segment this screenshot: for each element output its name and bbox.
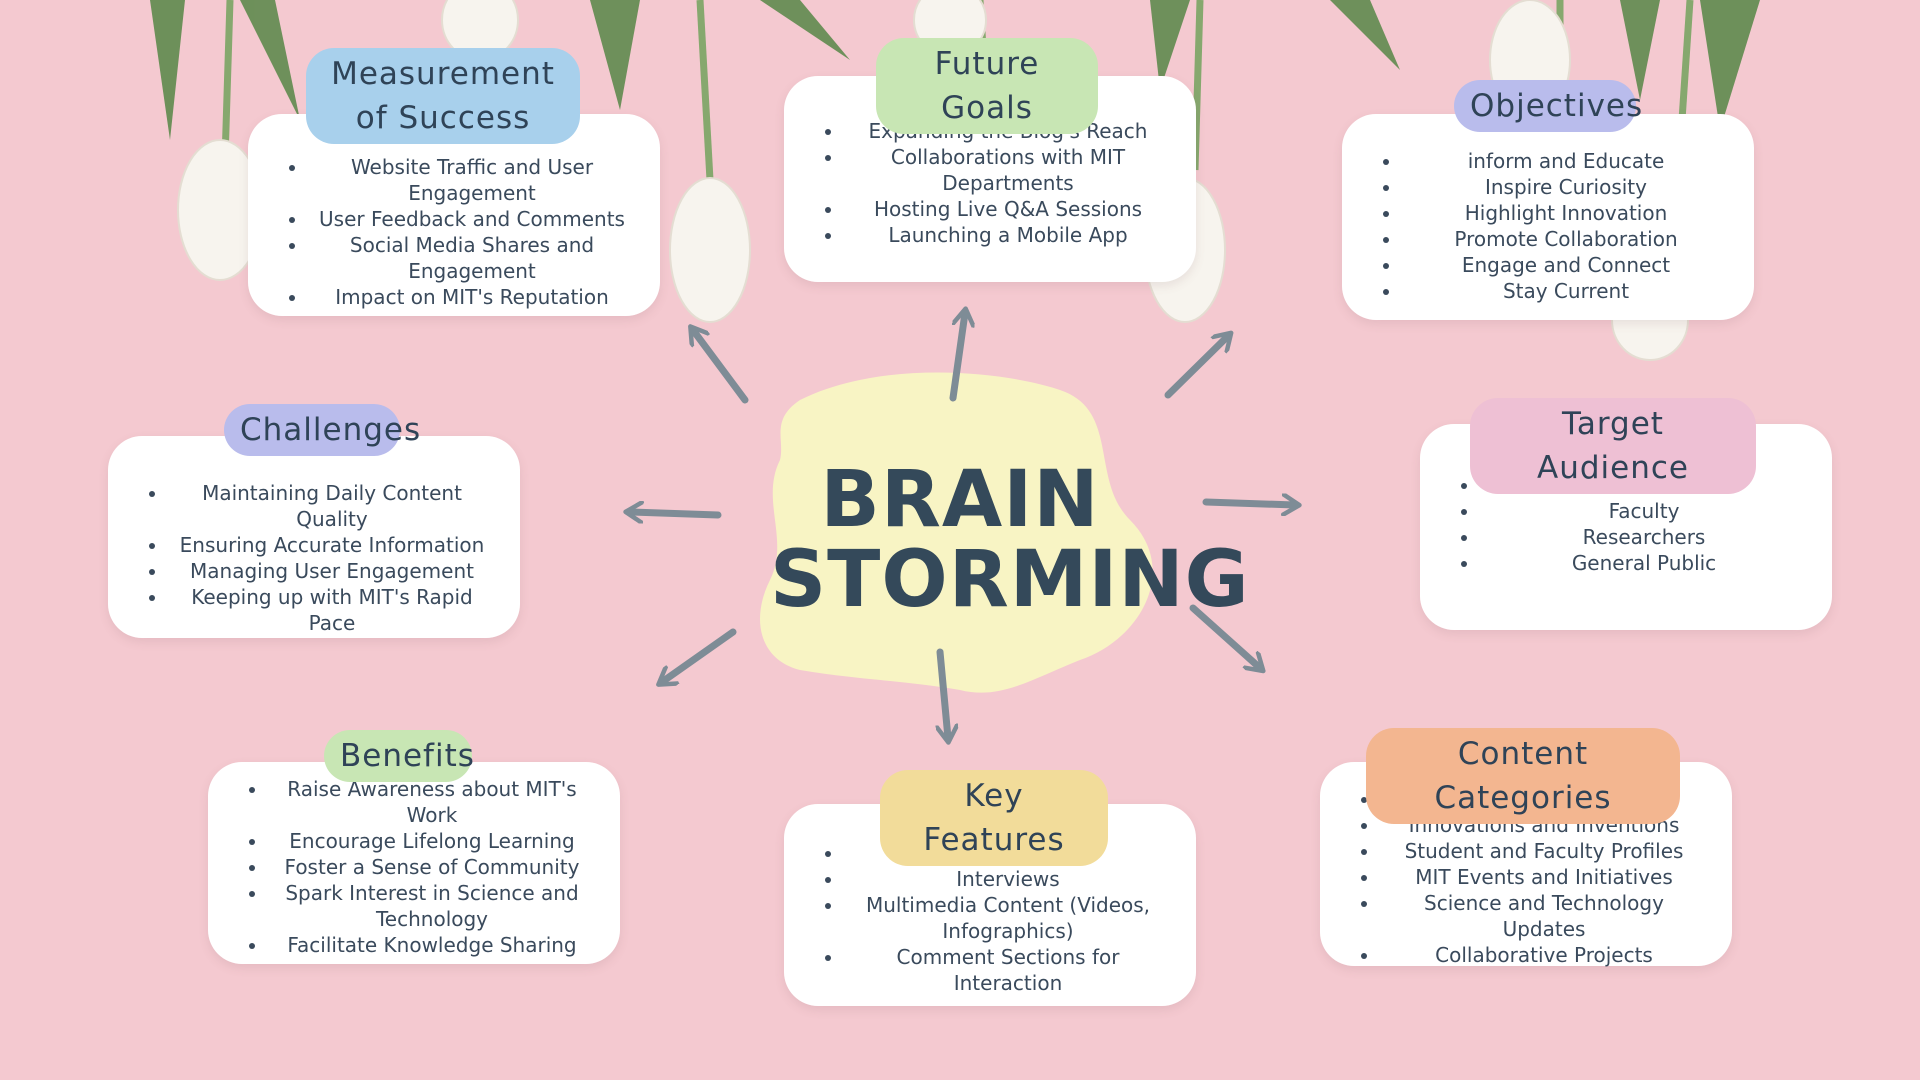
list-item: Social Media Shares and Engagement	[308, 232, 632, 284]
objectives-list: inform and Educate Inspire Curiosity Hig…	[1342, 148, 1754, 304]
list-item: Encourage Lifelong Learning	[268, 828, 592, 854]
list-item: Engage and Connect	[1402, 252, 1726, 278]
card-benefits: Raise Awareness about MIT's Work Encoura…	[208, 762, 620, 964]
card-measurement: Website Traffic and User Engagement User…	[248, 114, 660, 316]
list-item: Highlight Innovation	[1402, 200, 1726, 226]
list-item: inform and Educate	[1402, 148, 1726, 174]
list-item: Facilitate Knowledge Sharing	[268, 932, 592, 958]
list-item: Raise Awareness about MIT's Work	[268, 776, 592, 828]
title-challenges: Challenges	[224, 404, 420, 456]
center-title-line1: BRAIN	[820, 455, 1100, 545]
features-list: Daily Updates Interviews Multimedia Cont…	[784, 840, 1196, 996]
list-item: Collaborative Projects	[1380, 942, 1704, 968]
title-objectives: Objectives	[1454, 80, 1642, 132]
list-item: Hosting Live Q&A Sessions	[844, 196, 1168, 222]
list-item: Inspire Curiosity	[1402, 174, 1726, 200]
list-item: Researchers	[1480, 524, 1804, 550]
title-content: Content Categories	[1366, 728, 1680, 824]
list-item: Science and Technology Updates	[1380, 890, 1704, 942]
list-item: Spark Interest in Science and Technology	[268, 880, 592, 932]
card-objectives: inform and Educate Inspire Curiosity Hig…	[1342, 114, 1754, 320]
list-item: Comment Sections for Interaction	[844, 944, 1168, 996]
list-item: Student and Faculty Profiles	[1380, 838, 1704, 864]
list-item: Managing User Engagement	[168, 558, 492, 584]
list-item: Promote Collaboration	[1402, 226, 1726, 252]
list-item: Website Traffic and User Engagement	[308, 154, 632, 206]
title-benefits: Benefits	[324, 730, 474, 782]
list-item: Collaborations with MIT Departments	[844, 144, 1168, 196]
list-item: Faculty	[1480, 498, 1804, 524]
list-item: Stay Current	[1402, 278, 1726, 304]
list-item: MIT Events and Initiatives	[1380, 864, 1704, 890]
list-item: Launching a Mobile App	[844, 222, 1168, 248]
benefits-list: Raise Awareness about MIT's Work Encoura…	[208, 776, 620, 958]
list-item: Multimedia Content (Videos, Infographics…	[844, 892, 1168, 944]
list-item: General Public	[1480, 550, 1804, 576]
list-item: Impact on MIT's Reputation	[308, 284, 632, 310]
card-challenges: Maintaining Daily Content Quality Ensuri…	[108, 436, 520, 638]
title-target: Target Audience	[1470, 398, 1756, 494]
challenges-list: Maintaining Daily Content Quality Ensuri…	[108, 480, 520, 636]
title-future: Future Goals	[876, 38, 1098, 134]
title-measurement: Measurement of Success	[306, 48, 580, 144]
title-features: Key Features	[880, 770, 1108, 866]
center-title-line2: STORMING	[770, 535, 1250, 625]
list-item: Ensuring Accurate Information	[168, 532, 492, 558]
center-title: BRAIN STORMING	[770, 455, 1250, 625]
list-item: Keeping up with MIT's Rapid Pace	[168, 584, 492, 636]
list-item: Interviews	[844, 866, 1168, 892]
future-list: Expanding the Blog's Reach Collaboration…	[784, 118, 1196, 248]
list-item: Maintaining Daily Content Quality	[168, 480, 492, 532]
measurement-list: Website Traffic and User Engagement User…	[248, 154, 660, 310]
list-item: Foster a Sense of Community	[268, 854, 592, 880]
list-item: User Feedback and Comments	[308, 206, 632, 232]
